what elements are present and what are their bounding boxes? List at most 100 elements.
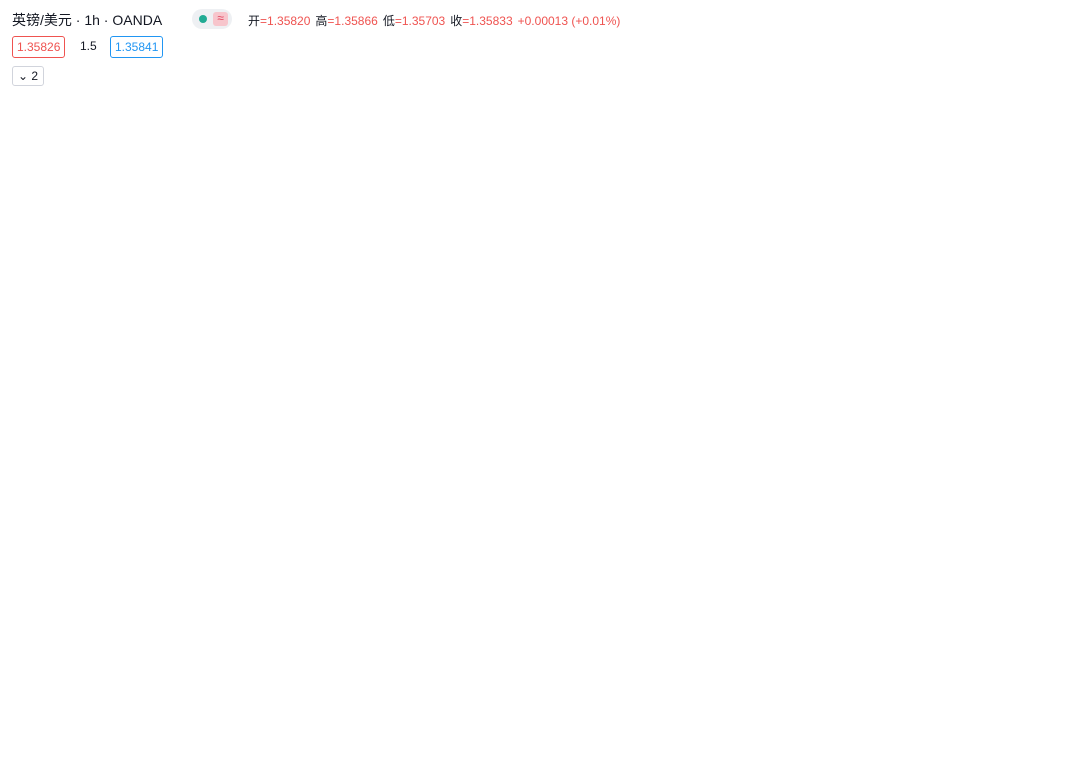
- candle-body: [31, 393, 38, 397]
- ohlc-label: 开: [248, 14, 261, 28]
- candle-body: [733, 154, 740, 178]
- candle-body: [452, 447, 459, 470]
- candle-body: [619, 279, 626, 315]
- bid-price[interactable]: 1.35826: [12, 36, 66, 58]
- candle-body: [566, 389, 573, 459]
- candle-body: [391, 339, 398, 375]
- candle-body: [347, 450, 354, 495]
- candle-body: [400, 309, 407, 340]
- candle-body: [505, 436, 512, 440]
- candle-body: [768, 204, 775, 226]
- candle-body: [198, 464, 205, 470]
- candle-body: [75, 479, 82, 485]
- candle-body: [496, 439, 503, 455]
- candle-body: [277, 609, 284, 640]
- candle-body: [628, 284, 635, 315]
- candle-body: [584, 370, 591, 386]
- interval: 1h: [84, 12, 100, 28]
- ask-price[interactable]: 1.35841: [110, 36, 164, 58]
- candle-body: [681, 284, 688, 289]
- candle-body: [321, 454, 328, 604]
- candle-body: [593, 370, 600, 394]
- candle-body: [865, 99, 872, 121]
- svg-text:≈: ≈: [217, 11, 224, 25]
- ohlc-value: =1.35866: [327, 14, 378, 28]
- candle-body: [461, 447, 468, 465]
- status-pill[interactable]: ≈: [192, 9, 232, 29]
- status-icons: ≈: [199, 11, 228, 26]
- candle-body: [716, 185, 723, 226]
- candle-body: [514, 430, 521, 437]
- ohlc-label: 收: [450, 14, 463, 28]
- candle-body: [136, 490, 143, 510]
- change: +0.00013 (+0.01%): [517, 14, 621, 28]
- ohlc-legend: 开=1.35820 高=1.35866 低=1.35703 收=1.35833 +0.0…: [248, 12, 625, 29]
- candle-body: [540, 439, 547, 455]
- candle-body: [84, 484, 91, 505]
- candle-body: [163, 490, 170, 495]
- candle-body: [408, 305, 415, 310]
- candle-body: [812, 194, 819, 205]
- candle-body: [610, 279, 617, 310]
- candle-body: [215, 467, 222, 477]
- candle-body: [312, 601, 319, 604]
- candle-body: [874, 87, 881, 100]
- candle-body: [259, 664, 266, 690]
- candle-body: [5, 399, 11, 409]
- candle-body: [180, 479, 187, 488]
- candle-body: [487, 454, 494, 458]
- candle-body: [154, 494, 161, 499]
- moving-average: [8, 174, 887, 586]
- signal-label: RsiSE: [405, 281, 436, 293]
- candle-body: [470, 458, 477, 465]
- candle-body: [242, 609, 249, 644]
- candle-body: [786, 225, 793, 245]
- candle-body: [637, 259, 644, 285]
- candle-body: [523, 430, 530, 459]
- candle-body: [40, 393, 47, 397]
- candle-body: [830, 167, 837, 201]
- candle-body: [171, 487, 178, 491]
- candle-body: [224, 467, 231, 539]
- candle-body: [250, 643, 257, 665]
- candle-body: [821, 200, 828, 205]
- candle-body: [760, 189, 767, 205]
- candle-body: [742, 135, 749, 155]
- candle-body: [575, 385, 582, 390]
- horizontal-line-label: 1.350: [890, 195, 968, 230]
- candle-body: [645, 259, 652, 275]
- candle-body: [92, 504, 99, 560]
- symbol: 英镑/美元: [12, 12, 72, 28]
- candle-body: [294, 603, 301, 650]
- candle-body: [839, 151, 846, 168]
- ohlc-value: =1.35820: [260, 14, 311, 28]
- candle-body: [856, 120, 863, 170]
- candle-body: [66, 469, 73, 480]
- candle-body: [373, 424, 380, 459]
- candle-body: [145, 498, 152, 510]
- candle-body: [57, 433, 64, 470]
- signal-qty: +2: [90, 580, 103, 592]
- candle-body: [206, 469, 213, 477]
- candle-body: [303, 601, 310, 604]
- ohlc-label: 低: [382, 14, 395, 28]
- indicator-count: 2: [31, 69, 39, 83]
- candle-body: [189, 464, 196, 480]
- ohlc-label: 高: [315, 14, 328, 28]
- candle-body: [672, 288, 679, 295]
- candle-body: [444, 469, 450, 471]
- candle-body: [426, 345, 433, 350]
- symbol-title: 英镑/美元 · 1h · OANDA: [12, 12, 163, 28]
- candle-body: [654, 274, 661, 285]
- signal-qty: -2: [416, 267, 426, 279]
- candle-body: [119, 484, 126, 520]
- candle-body: [127, 490, 134, 520]
- candle-body: [795, 225, 802, 230]
- candle-body: [707, 225, 714, 255]
- candle-body: [531, 439, 538, 459]
- candle-body: [329, 454, 336, 470]
- candle-body: [847, 151, 854, 170]
- indicator-toggle[interactable]: ⌄ 2: [12, 66, 44, 86]
- source: OANDA: [112, 12, 163, 28]
